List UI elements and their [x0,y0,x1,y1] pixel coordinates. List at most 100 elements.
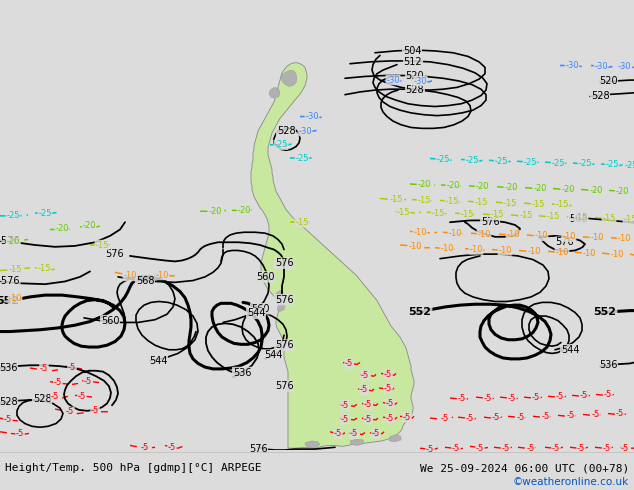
Text: -5: -5 [604,390,612,399]
Text: –576: –576 [0,236,20,246]
Text: -5: -5 [426,444,434,454]
Text: -5: -5 [84,377,92,386]
Text: ©weatheronline.co.uk: ©weatheronline.co.uk [513,477,629,487]
Text: -5: -5 [577,443,585,453]
Text: 576: 576 [249,444,268,454]
Text: -5: -5 [580,391,588,400]
Text: -5: -5 [51,392,59,401]
Text: -20: -20 [589,186,603,195]
Text: -15: -15 [490,210,504,220]
Text: -15: -15 [574,213,588,222]
Text: -5: -5 [621,443,629,453]
Text: -10: -10 [590,233,604,242]
Text: -25: -25 [578,159,592,169]
Text: -5: -5 [532,392,540,402]
Text: -5: -5 [350,429,358,438]
Text: -15: -15 [547,212,560,221]
Text: -25: -25 [295,154,309,163]
Text: We 25-09-2024 06:00 UTC (00+78): We 25-09-2024 06:00 UTC (00+78) [420,463,629,473]
Text: 544: 544 [560,345,579,355]
Text: -5: -5 [458,393,466,403]
Text: 576: 576 [555,237,574,247]
Text: -5: -5 [508,393,516,403]
Text: -25: -25 [624,161,634,170]
Text: -30: -30 [617,62,631,71]
Text: -5: -5 [341,415,349,423]
Text: -20: -20 [446,181,460,190]
Text: -5: -5 [4,416,12,424]
Text: 544: 544 [149,356,167,366]
Text: -25: -25 [495,157,508,166]
Text: 552: 552 [593,307,616,318]
Text: -15: -15 [602,214,616,223]
Text: -5: -5 [372,429,380,438]
Text: -20: -20 [615,187,629,196]
Text: 504: 504 [403,46,421,56]
Text: -15: -15 [474,197,488,207]
Text: -5: -5 [341,401,349,410]
Text: 536: 536 [598,360,618,370]
Text: 552: 552 [0,296,20,306]
Text: -15: -15 [445,197,459,206]
Text: -5: -5 [78,392,86,401]
Text: 528: 528 [591,91,609,100]
Text: -15: -15 [95,241,109,249]
Text: -5: -5 [542,412,550,421]
Text: -30: -30 [386,75,400,85]
Text: -20: -20 [476,182,489,191]
Text: -20: -20 [561,185,575,194]
Text: -30: -30 [594,62,608,71]
Text: 576: 576 [275,381,294,391]
Text: -25: -25 [38,209,52,218]
Text: -5: -5 [403,413,411,422]
Text: 576: 576 [275,258,294,268]
Text: -5: -5 [466,414,474,422]
Text: 560: 560 [251,304,269,314]
Text: 520: 520 [406,72,424,81]
Text: -5: -5 [68,363,76,371]
Text: 560: 560 [256,272,275,282]
Text: 536: 536 [0,363,17,373]
Text: 568: 568 [136,275,154,286]
Text: -30: -30 [305,112,319,121]
Text: -25: -25 [436,155,450,164]
Text: -25: -25 [275,140,288,149]
Text: -10: -10 [123,271,137,280]
Text: -20: -20 [55,224,68,233]
Text: -30: -30 [565,61,579,70]
Text: -5: -5 [452,443,460,453]
Text: 520: 520 [598,76,618,86]
Text: -15: -15 [623,215,634,224]
Text: -15: -15 [431,209,444,218]
Text: -25: -25 [605,160,619,170]
Text: -15: -15 [389,195,403,204]
Text: 528: 528 [406,85,424,95]
Text: -10: -10 [527,247,541,256]
Text: -20: -20 [208,207,222,216]
Text: -5: -5 [345,359,353,368]
Text: -5: -5 [386,414,394,422]
Text: 576: 576 [275,340,294,350]
Text: -5: -5 [484,393,492,403]
Text: 528: 528 [0,397,17,407]
Text: -10: -10 [534,231,548,241]
Text: -15: -15 [531,199,545,209]
Text: -10: -10 [469,245,482,254]
Polygon shape [269,87,280,98]
Text: -5: -5 [386,399,394,408]
Text: -10: -10 [440,244,454,253]
Text: -20: -20 [533,184,547,193]
Text: 576: 576 [481,217,500,227]
Text: 568: 568 [569,215,587,224]
Text: -15: -15 [396,208,410,217]
Text: 544: 544 [264,350,282,360]
Text: -5: -5 [441,414,449,422]
Text: -10: -10 [582,249,596,258]
Text: -5: -5 [66,407,74,416]
Text: -10: -10 [8,294,22,303]
Text: -5: -5 [364,400,372,409]
Text: -20: -20 [417,180,430,189]
Text: -25: -25 [6,211,20,220]
Text: –576: –576 [0,276,20,287]
Text: -5: -5 [502,443,510,453]
